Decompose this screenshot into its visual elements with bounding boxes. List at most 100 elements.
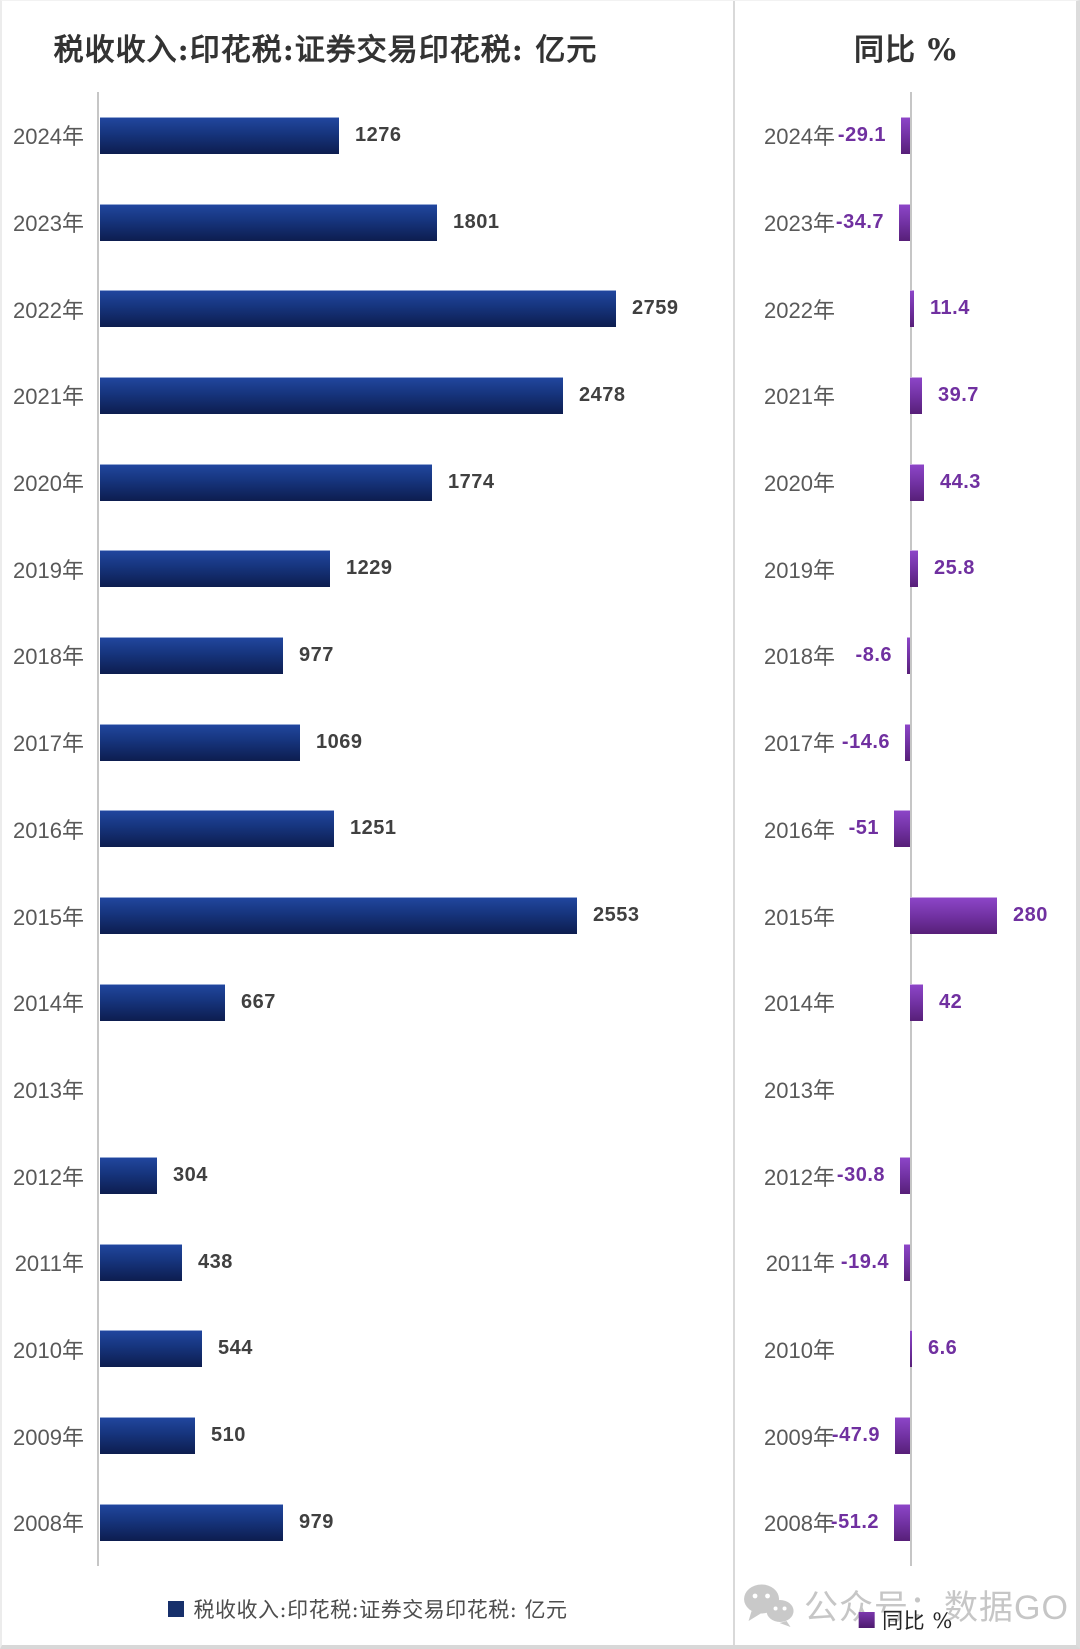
value-label: 544 <box>218 1337 253 1360</box>
value-label: -30.8 <box>836 1164 885 1187</box>
chart-row: 2016年 -51 <box>735 786 1076 873</box>
negative-zone: -14.6 <box>835 723 910 761</box>
positive-zone: 280 <box>910 897 1076 935</box>
right-chart-plot: 2024年 -29.1 2023年 -34.7 2022年 11.4 2021年 39.7 20… <box>735 92 1076 1566</box>
value-label: -51 <box>848 817 879 840</box>
right-chart-footer: 公众号：数据GO 同比 % <box>735 1566 1076 1645</box>
value-label: 510 <box>211 1424 246 1447</box>
chart-row: 2011年 -19.4 <box>735 1219 1076 1306</box>
bar <box>895 1417 910 1455</box>
panel-tax-revenue-chart: 税收收入:印花税:证券交易印花税: 亿元 2024年 1276 2023年 1801 2… <box>2 1 735 1645</box>
category-label: 2012年 <box>764 1164 835 1190</box>
bar <box>100 550 330 588</box>
panel-yoy-chart: 同比 % 2024年 -29.1 2023年 -34.7 2022年 11.4 2021年 3… <box>735 1 1076 1645</box>
left-chart-plot: 2024年 1276 2023年 1801 2022年 2759 2021年 2478 2020… <box>2 92 733 1566</box>
negative-zone: -29.1 <box>835 116 910 154</box>
category-label: 2020年 <box>764 471 835 497</box>
value-label: 1251 <box>350 817 397 840</box>
value-label: -29.1 <box>837 123 886 146</box>
category-label: 2011年 <box>765 1251 835 1277</box>
bar <box>100 203 437 241</box>
chart-row: 2020年 44.3 <box>735 439 1076 526</box>
right-chart-legend-label: 同比 % <box>882 1609 953 1633</box>
chart-row: 2008年 979 <box>2 1479 733 1566</box>
chart-row: 2014年 42 <box>735 959 1076 1046</box>
category-label: 2017年 <box>13 731 84 757</box>
chart-row: 2013年 <box>2 1046 733 1133</box>
value-label: -19.4 <box>840 1250 889 1273</box>
bar <box>100 376 563 414</box>
value-label: 979 <box>299 1510 334 1533</box>
chart-row: 2022年 2759 <box>2 265 733 352</box>
category-label: 2008年 <box>764 1511 835 1537</box>
chart-row: 2012年 -30.8 <box>735 1132 1076 1219</box>
value-label: 1774 <box>448 470 495 493</box>
bar <box>894 1503 910 1541</box>
chart-row: 2023年 -34.7 <box>735 179 1076 266</box>
bar <box>910 463 924 501</box>
bar <box>100 897 577 935</box>
category-label: 2023年 <box>13 211 84 237</box>
value-label: 25.8 <box>934 557 975 580</box>
category-label: 2008年 <box>13 1511 84 1537</box>
category-label: 2010年 <box>13 1337 84 1363</box>
chart-row: 2020年 1774 <box>2 439 733 526</box>
value-label: -47.9 <box>831 1424 880 1447</box>
value-label: 39.7 <box>938 383 979 406</box>
bar <box>910 290 914 328</box>
watermark-text: 公众号：数据GO <box>804 1589 1069 1627</box>
category-label: 2017年 <box>764 731 835 757</box>
category-label: 2015年 <box>764 904 835 930</box>
category-label: 2024年 <box>13 124 84 150</box>
positive-zone: 44.3 <box>910 463 1076 501</box>
chart-row: 2018年 -8.6 <box>735 612 1076 699</box>
chart-row: 2011年 438 <box>2 1219 733 1306</box>
value-label: 1276 <box>355 123 402 146</box>
chart-row: 2019年 25.8 <box>735 525 1076 612</box>
category-label: 2018年 <box>13 644 84 670</box>
category-label: 2018年 <box>764 644 835 670</box>
bar <box>100 723 300 761</box>
chart-row: 2015年 2553 <box>2 872 733 959</box>
bar <box>899 203 910 241</box>
bar <box>100 1243 182 1281</box>
category-label: 2014年 <box>13 991 84 1017</box>
wechat-icon <box>743 1584 794 1627</box>
value-label: 44.3 <box>940 470 981 493</box>
legend-swatch-navy-icon <box>167 1601 184 1617</box>
category-label: 2019年 <box>13 557 84 583</box>
chart-row: 2018年 977 <box>2 612 733 699</box>
value-label: 977 <box>299 643 334 666</box>
value-label: -51.2 <box>830 1510 879 1533</box>
bar <box>894 810 910 848</box>
positive-zone: 25.8 <box>910 550 1076 588</box>
category-label: 2021年 <box>764 384 835 410</box>
category-label: 2020年 <box>13 471 84 497</box>
value-label: 6.6 <box>928 1337 958 1360</box>
bar <box>900 1157 910 1195</box>
chart-row: 2009年 510 <box>2 1392 733 1479</box>
bar <box>100 983 225 1021</box>
bar <box>910 897 997 935</box>
positive-zone: 39.7 <box>910 376 1076 414</box>
right-chart-title: 同比 % <box>854 32 957 68</box>
bar <box>100 290 616 328</box>
right-chart-legend: 同比 % <box>858 1605 953 1635</box>
bar <box>901 116 910 154</box>
bar <box>910 983 923 1021</box>
left-chart-footer: 税收收入:印花税:证券交易印花税: 亿元 <box>2 1566 733 1645</box>
category-label: 2012年 <box>13 1164 84 1190</box>
positive-zone: 11.4 <box>910 290 1076 328</box>
bar <box>100 116 339 154</box>
negative-zone: -51.2 <box>831 1503 910 1541</box>
value-label: 42 <box>939 990 963 1013</box>
bar <box>100 1417 195 1455</box>
bar <box>905 723 910 761</box>
chart-row: 2024年 1276 <box>2 92 733 179</box>
left-chart-legend-label: 税收收入:印花税:证券交易印花税: 亿元 <box>193 1598 568 1622</box>
category-label: 2010年 <box>764 1337 835 1363</box>
chart-row: 2013年 <box>735 1046 1076 1133</box>
bar <box>100 463 432 501</box>
negative-zone: -47.9 <box>831 1417 910 1455</box>
